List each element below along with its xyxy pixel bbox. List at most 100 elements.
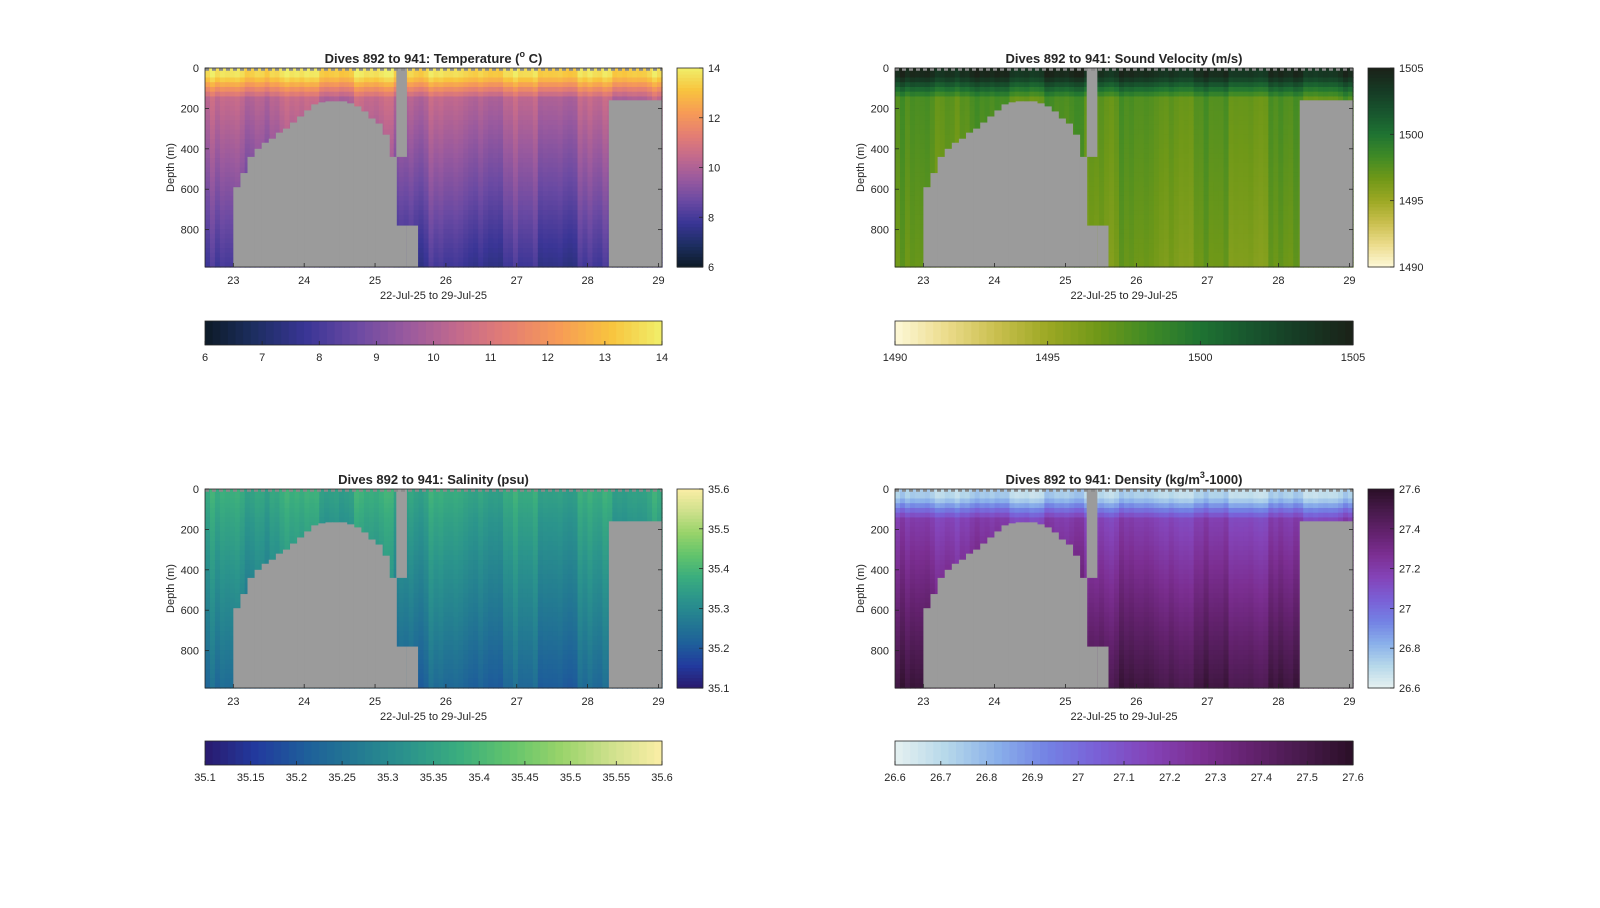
heatmap-cell [602,143,608,150]
heatmap-cell [413,200,420,207]
heatmap-cell [602,115,608,121]
heatmap-cell [224,96,231,102]
heatmap-cell [547,101,554,107]
heatmap-cell [895,243,901,249]
heatmap-cell [562,143,569,150]
heatmap-cell [914,238,921,244]
heatmap-cell [229,124,236,131]
heatmap-cell [602,77,608,83]
heatmap-cell [443,77,449,83]
heatmap-cell [899,257,906,263]
heatmap-cell [219,167,226,173]
heatmap-cell [959,115,966,121]
heatmap-cell [924,129,931,135]
heatmap-cell [463,153,469,159]
heatmap-cell [234,86,241,93]
heatmap-cell [567,96,574,102]
heatmap-cell [438,105,445,112]
heatmap-cell [398,176,405,183]
heatmap-cell [517,72,524,79]
heatmap-cell [919,96,926,102]
heatmap-cell [493,186,499,192]
colorbar-segment [235,321,244,345]
heatmap-cell [527,200,534,207]
heatmap-cell [209,238,216,244]
heatmap-cell [234,172,241,178]
heatmap-cell [577,110,584,116]
heatmap-cell [483,72,489,79]
heatmap-cell [423,172,430,178]
heatmap-cell [914,229,921,235]
heatmap-cell [909,205,916,211]
heatmap-cell [909,96,916,102]
heatmap-cell [527,115,534,121]
heatmap-cell [254,77,261,83]
heatmap-cell [919,148,926,154]
heatmap-cell [453,115,459,121]
heatmap-cell [542,72,549,79]
heatmap-cell [522,110,529,116]
heatmap-cell [488,96,494,102]
heatmap-cell [428,101,435,107]
heatmap-cell [904,181,911,188]
heatmap-cell [433,91,440,98]
heatmap-cell [517,181,524,188]
heatmap-cell [542,233,549,240]
heatmap-cell [443,148,449,154]
heatmap-cell [209,72,216,79]
heatmap-cell [929,124,936,131]
heatmap-cell [448,248,454,254]
heatmap-cell [269,134,276,140]
heatmap-cell [508,229,514,235]
heatmap-cell [488,210,494,216]
heatmap-cell [488,120,494,126]
heatmap-cell [219,153,226,159]
heatmap-cell [209,224,216,230]
heatmap-cell [473,124,479,131]
heatmap-cell [408,205,415,211]
heatmap-cell [453,186,459,192]
heatmap-cell [602,262,608,268]
heatmap-cell [398,214,405,221]
heatmap-cell [209,210,216,216]
heatmap-cell [443,186,449,192]
heatmap-cell [592,153,599,159]
heatmap-cell [597,243,603,249]
heatmap-cell [468,115,474,121]
heatmap-cell [433,262,440,268]
heatmap-cell [468,86,474,93]
heatmap-cell [463,233,469,240]
heatmap-cell [234,148,241,154]
heatmap-cell [567,143,574,150]
heatmap-cell [547,143,554,150]
heatmap-cell [438,172,445,178]
heatmap-cell [537,210,544,216]
heatmap-cell [324,77,330,83]
heatmap-cell [647,86,653,93]
heatmap-cell [597,82,603,88]
heatmap-cell [592,219,599,225]
colorbar-segment [547,321,556,345]
heatmap-cell [458,110,464,116]
heatmap-cell [493,167,499,173]
heatmap-cell [488,191,494,197]
heatmap-cell [919,134,926,140]
heatmap-cell [239,134,246,140]
heatmap-cell [214,96,221,102]
heatmap-cell [418,172,425,178]
heatmap-cell [557,158,564,164]
heatmap-cell [488,86,494,93]
heatmap-cell [577,120,584,126]
heatmap-cell [354,72,360,79]
heatmap-cell [458,124,464,131]
heatmap-cell [289,96,296,102]
heatmap-cell [924,181,931,188]
heatmap-cell [924,158,931,164]
heatmap-cell [557,195,564,202]
heatmap-cell [607,82,613,88]
heatmap-cell [602,181,608,188]
heatmap-cell [284,77,291,83]
heatmap-cell [552,139,559,145]
heatmap-cell [468,200,474,207]
heatmap-cell [592,205,599,211]
